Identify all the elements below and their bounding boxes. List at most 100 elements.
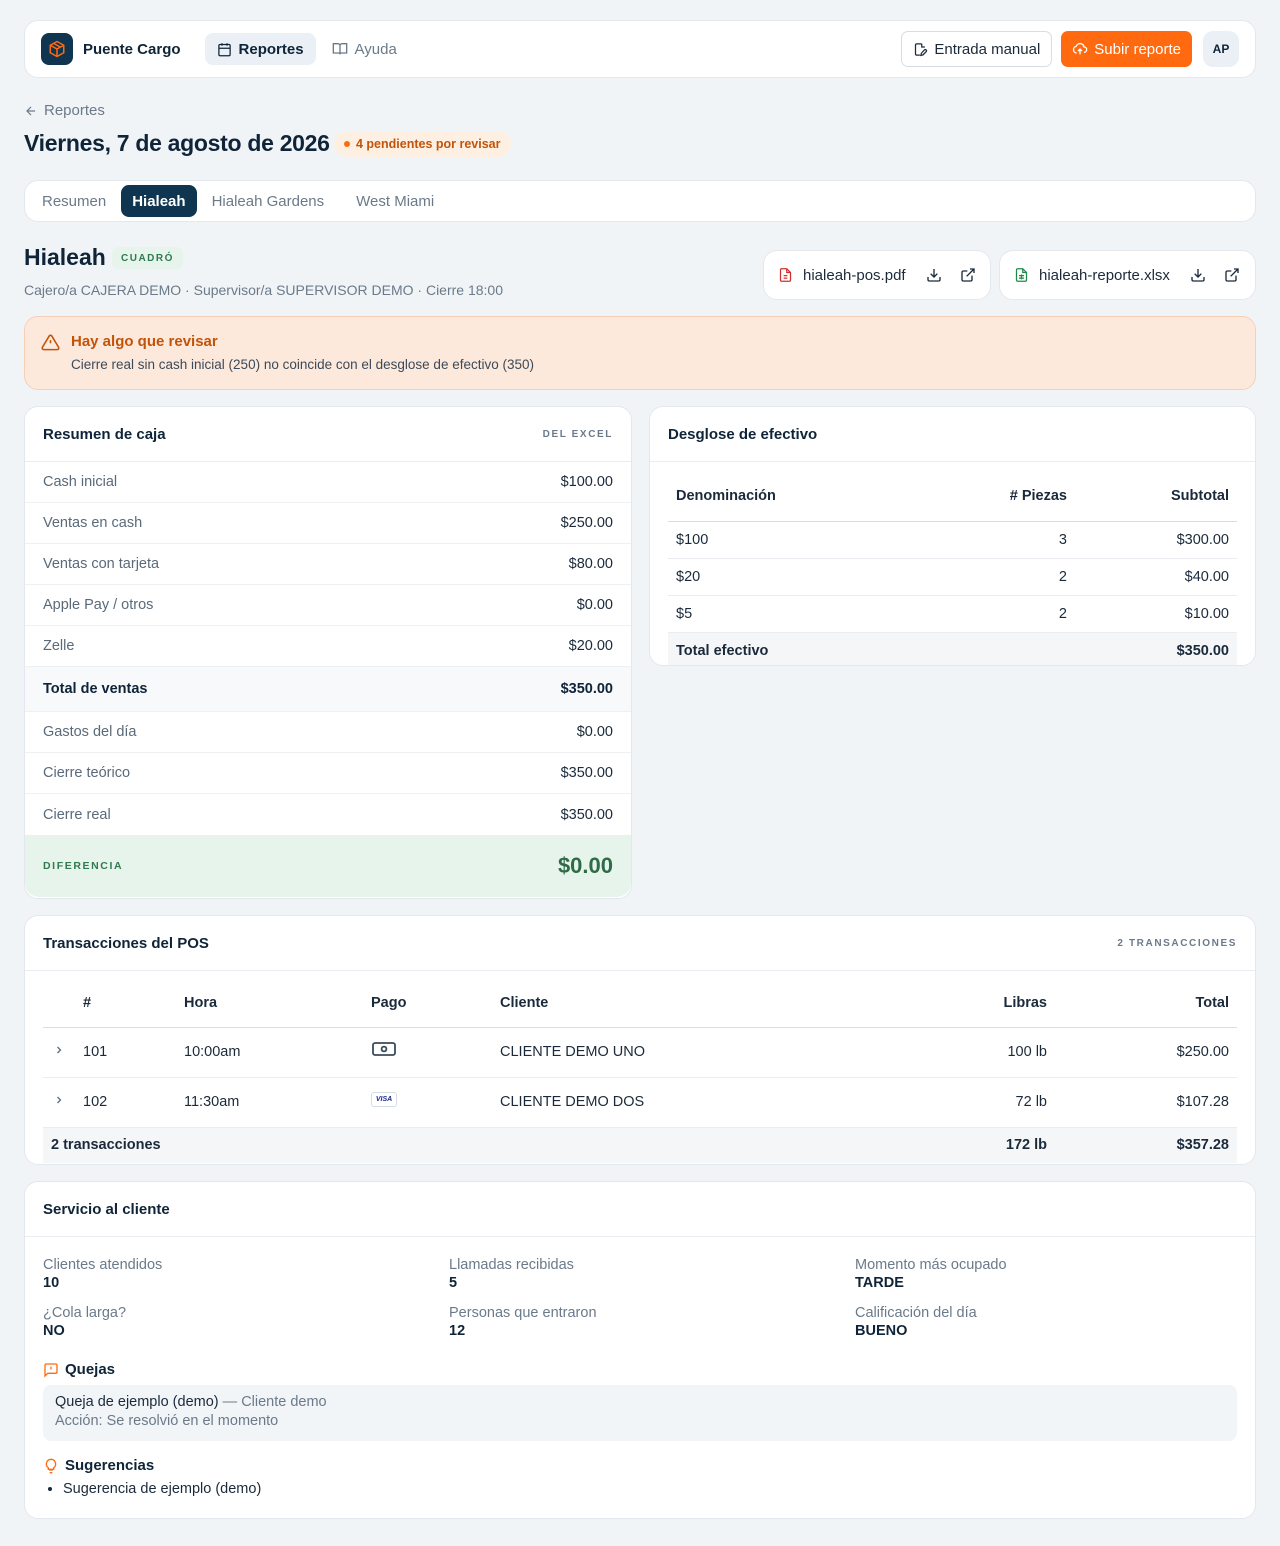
total-amount: $357.28 (1047, 1127, 1237, 1163)
alert-title: Hay algo que revisar (71, 333, 218, 350)
complaint-text: Queja de ejemplo (demo) (55, 1394, 219, 1410)
denomination-cell: $100 (668, 521, 927, 559)
cash-summary-source: DEL EXCEL (542, 428, 613, 440)
page-title: Viernes, 7 de agosto de 2026 (24, 130, 330, 156)
col-number: # (83, 980, 184, 1028)
tx-count-label: 2 transacciones (43, 1127, 887, 1163)
manual-entry-button[interactable]: Entrada manual (901, 31, 1053, 67)
cash-row-label: Gastos del día (43, 724, 137, 740)
tab-resumen[interactable]: Resumen (42, 192, 107, 210)
col-denomination: Denominación (668, 472, 927, 522)
pending-label: 4 pendientes por revisar (356, 137, 501, 151)
cash-row-value: $20.00 (568, 638, 613, 654)
suggestions-title: Sugerencias (65, 1457, 155, 1474)
back-link[interactable]: Reportes (24, 102, 105, 119)
chevron-right-icon[interactable] (53, 1044, 65, 1056)
cash-row-value: $250.00 (560, 515, 613, 531)
chevron-right-icon[interactable] (53, 1094, 65, 1106)
edit-document-icon (915, 42, 928, 56)
col-time: Hora (184, 980, 371, 1028)
stat-label: Clientes atendidos (43, 1257, 163, 1273)
cash-breakdown-panel: Desglose de efectivo Denominación # Piez… (649, 406, 1256, 666)
pieces-cell: 2 (927, 595, 1067, 633)
tab-west-miami[interactable]: West Miami (356, 192, 435, 210)
complaint-client: Cliente demo (241, 1394, 327, 1410)
box-logo-icon[interactable] (41, 33, 73, 65)
user-avatar[interactable]: AP (1203, 31, 1239, 67)
cash-row-label: Total de ventas (43, 681, 148, 697)
stat-item: Calificación del día BUENO (855, 1305, 1235, 1339)
lightbulb-icon (45, 1458, 57, 1473)
cash-row: Zelle $20.00 (25, 626, 631, 667)
stat-label: Llamadas recibidas (449, 1257, 574, 1273)
upload-report-button[interactable]: Subir reporte (1061, 31, 1192, 67)
spreadsheet-file-icon (1015, 268, 1028, 282)
back-label: Reportes (44, 102, 105, 119)
upload-report-label: Subir reporte (1094, 40, 1181, 58)
download-icon[interactable] (926, 267, 942, 283)
stat-value: 10 (43, 1275, 60, 1291)
nav-reportes-label: Reportes (238, 40, 304, 58)
difference-row: DIFERENCIA $0.00 (25, 835, 631, 897)
top-bar: Puente Cargo Reportes Ayuda Entrada manu… (24, 20, 1256, 78)
external-link-icon[interactable] (960, 267, 976, 283)
col-pieces: # Piezas (927, 472, 1067, 522)
cash-row: Cierre teórico $350.00 (25, 753, 631, 794)
warning-alert: Hay algo que revisar Cierre real sin cas… (24, 316, 1256, 390)
cash-row-value: $0.00 (576, 597, 613, 613)
col-subtotal: Subtotal (1067, 472, 1237, 522)
nav-reportes[interactable]: Reportes (204, 33, 316, 65)
cash-row-label: Cierre real (43, 806, 111, 823)
table-row[interactable]: 101 10:00am CLIENTE DEMO UNO 100 lb $250… (43, 1027, 1237, 1078)
external-link-icon[interactable] (1224, 267, 1240, 283)
denomination-table: Denominación # Piezas Subtotal $100 3 $3… (668, 472, 1237, 665)
pdf-file-name[interactable]: hialeah-pos.pdf (803, 266, 906, 284)
pos-total-row: 2 transacciones 172 lb $357.28 (43, 1127, 1237, 1163)
brand-name[interactable]: Puente Cargo (83, 40, 181, 58)
pending-badge: 4 pendientes por revisar (334, 131, 511, 157)
subtotal-cell: $10.00 (1067, 595, 1237, 633)
customer-service-panel: Servicio al cliente Clientes atendidos 1… (24, 1181, 1256, 1519)
total-cash-value: $350.00 (1067, 632, 1237, 665)
stat-item: Momento más ocupado TARDE (855, 1257, 1235, 1291)
stat-value: TARDE (855, 1275, 904, 1291)
tx-time: 11:30am (184, 1077, 371, 1128)
col-total: Total (1047, 980, 1237, 1028)
cash-row: Ventas con tarjeta $80.00 (25, 544, 631, 585)
pieces-cell: 2 (927, 558, 1067, 596)
tx-number: 101 (83, 1027, 184, 1078)
xlsx-file-name[interactable]: hialeah-reporte.xlsx (1039, 266, 1170, 284)
customer-service-title: Servicio al cliente (43, 1200, 170, 1218)
arrow-left-icon (26, 106, 36, 115)
pdf-file-icon (779, 268, 792, 282)
location-tabs: Resumen Hialeah Hialeah Gardens West Mia… (24, 180, 1256, 222)
location-title: Hialeah (24, 244, 106, 270)
tx-client: CLIENTE DEMO UNO (500, 1027, 887, 1078)
suggestions-heading: Sugerencias (43, 1457, 154, 1474)
cloud-upload-icon (1073, 42, 1088, 55)
table-row: $100 3 $300.00 (668, 521, 1237, 559)
cash-row: Gastos del día $0.00 (25, 712, 631, 753)
nav-ayuda[interactable]: Ayuda (320, 33, 409, 65)
book-icon (332, 43, 347, 55)
file-pdf: hialeah-pos.pdf (763, 250, 991, 300)
cash-row-label: Zelle (43, 638, 75, 654)
cash-row-value: $350.00 (560, 765, 613, 781)
difference-label: DIFERENCIA (43, 860, 124, 872)
tx-pounds: 72 lb (887, 1077, 1047, 1128)
tab-hialeah-gardens[interactable]: Hialeah Gardens (211, 192, 325, 210)
cash-total-row: Total de ventas $350.00 (25, 667, 631, 712)
nav-ayuda-label: Ayuda (354, 40, 397, 58)
list-item: Sugerencia de ejemplo (demo) (63, 1481, 261, 1497)
table-row[interactable]: 102 11:30am VISA CLIENTE DEMO DOS 72 lb … (43, 1077, 1237, 1128)
pending-dot-icon (344, 141, 350, 147)
alert-message: Cierre real sin cash inicial (250) no co… (71, 357, 534, 372)
tx-time: 10:00am (184, 1027, 371, 1078)
stat-label: Calificación del día (855, 1305, 977, 1321)
tab-hialeah[interactable]: Hialeah (121, 185, 197, 217)
tx-total: $250.00 (1047, 1027, 1237, 1078)
stat-item: Clientes atendidos 10 (43, 1257, 443, 1291)
stat-value: BUENO (855, 1323, 908, 1339)
complaints-heading: Quejas (43, 1361, 115, 1378)
download-icon[interactable] (1190, 267, 1206, 283)
